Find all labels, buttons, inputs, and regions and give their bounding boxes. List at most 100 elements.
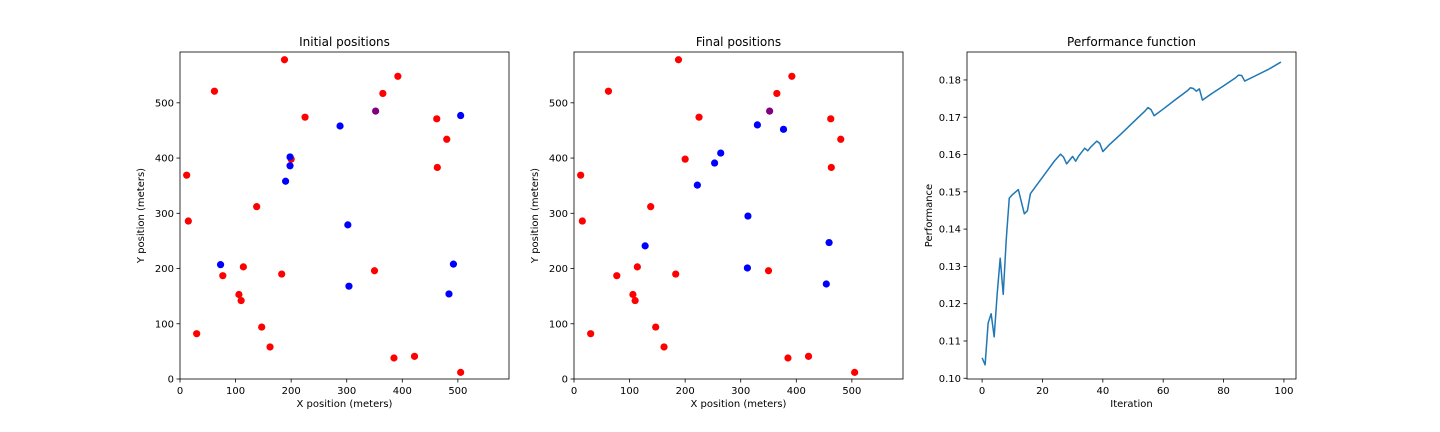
x-tick-label: 300 <box>337 386 356 397</box>
x-axis-label: X position (meters) <box>691 399 787 410</box>
scatter-point <box>753 121 761 129</box>
y-tick-label: 0.17 <box>939 113 961 124</box>
scatter-point <box>266 343 274 351</box>
scatter-point <box>825 238 833 247</box>
y-tick-label: 500 <box>155 98 174 109</box>
y-tick-label: 0.15 <box>939 187 961 198</box>
scatter-point <box>629 290 637 299</box>
scatter-point <box>766 107 774 115</box>
y-tick-label: 0 <box>168 375 174 386</box>
x-tick-label: 200 <box>676 386 695 397</box>
scatter-point <box>457 111 465 120</box>
y-tick-label: 0.18 <box>939 75 961 86</box>
y-axis-label: Y position (meters) <box>136 168 147 264</box>
scatter-point <box>433 163 441 172</box>
x-tick-label: 500 <box>842 386 861 397</box>
chart-panel-3: Performance function 0 20 40 60 80 100 0.10 0.11… <box>924 35 1297 410</box>
scatter-point <box>827 163 835 172</box>
x-tick-label: 80 <box>1217 386 1230 397</box>
scatter-point <box>301 113 309 121</box>
scatter-point <box>445 290 453 298</box>
scatter-point <box>764 267 773 275</box>
y-tick-label: 0.14 <box>939 225 961 236</box>
performance-line <box>981 61 1282 366</box>
chart-title: Final positions <box>696 35 781 49</box>
scatter-point <box>604 87 613 95</box>
scatter-point <box>219 272 227 280</box>
scatter-point <box>239 263 247 271</box>
scatter-point <box>822 280 830 288</box>
y-tick-label: 0.16 <box>939 150 961 161</box>
scatter-point <box>837 135 845 143</box>
scatter-point <box>235 290 243 299</box>
y-tick-label: 300 <box>155 209 174 220</box>
scatter-point <box>390 354 398 362</box>
scatter-point <box>681 155 689 163</box>
x-tick-label: 0 <box>177 386 183 397</box>
scatter-point <box>693 181 701 189</box>
x-tick-label: 100 <box>620 386 639 397</box>
plot-frame <box>573 51 904 380</box>
scatter-point <box>652 323 660 331</box>
scatter-point <box>672 270 680 278</box>
scatter-point <box>711 159 719 167</box>
x-tick-label: 60 <box>1157 386 1170 397</box>
chart-title: Initial positions <box>299 35 390 49</box>
y-tick-label: 400 <box>549 154 568 165</box>
y-tick-label: 300 <box>549 209 568 220</box>
y-tick-label: 0.11 <box>939 336 961 347</box>
chart-panel-2: Final positions 0 100 200 300 400 500 0 100 200 30… <box>530 35 904 410</box>
x-tick-label: 100 <box>226 386 245 397</box>
x-tick-label: 400 <box>787 386 806 397</box>
scatter-point <box>344 221 352 229</box>
scatter-point <box>457 368 465 376</box>
scatter-point <box>773 89 781 98</box>
scatter-point <box>695 113 703 121</box>
y-axis-label: Y position (meters) <box>530 168 541 264</box>
scatter-point <box>443 135 451 143</box>
x-tick-label: 0 <box>979 386 985 397</box>
scatter-point <box>449 260 458 268</box>
scatter-point <box>286 153 294 161</box>
scatter-point <box>410 352 419 360</box>
y-tick-label: 0.12 <box>939 299 961 310</box>
scatter-point <box>827 115 835 123</box>
y-tick-label: 200 <box>549 264 568 275</box>
scatter-point <box>183 171 191 179</box>
y-tick-label: 500 <box>549 98 568 109</box>
chart-title: Performance function <box>1067 35 1196 49</box>
scatter-point <box>280 56 289 64</box>
y-tick-label: 0.10 <box>939 374 961 385</box>
plot-frame <box>179 51 510 380</box>
scatter-point <box>216 261 225 269</box>
plot-frame <box>966 51 1297 380</box>
scatter-point <box>744 212 752 220</box>
x-tick-label: 300 <box>731 386 750 397</box>
scatter-point <box>278 270 286 278</box>
scatter-point <box>345 282 353 290</box>
y-tick-label: 200 <box>155 264 174 275</box>
scatter-point <box>184 217 192 225</box>
scatter-point <box>851 368 859 376</box>
scatter-point <box>258 323 266 331</box>
scatter-point <box>633 263 641 271</box>
scatter-point <box>784 354 792 362</box>
scatter-point <box>253 203 261 211</box>
scatter-point <box>394 72 402 80</box>
scatter-point <box>587 330 595 338</box>
scatter-point <box>237 296 245 305</box>
x-tick-label: 20 <box>1036 386 1049 397</box>
y-tick-label: 400 <box>155 154 174 165</box>
scatter-point <box>433 115 441 123</box>
scatter-point <box>379 89 387 98</box>
scatter-point <box>210 87 219 95</box>
scatter-point <box>286 162 294 170</box>
scatter-point <box>717 149 725 157</box>
x-axis-label: X position (meters) <box>297 399 393 410</box>
scatter-point <box>281 177 290 185</box>
scatter-point <box>578 217 586 225</box>
y-tick-label: 0.13 <box>939 262 961 273</box>
y-axis-label: Performance <box>924 184 935 247</box>
scatter-point <box>372 107 380 115</box>
